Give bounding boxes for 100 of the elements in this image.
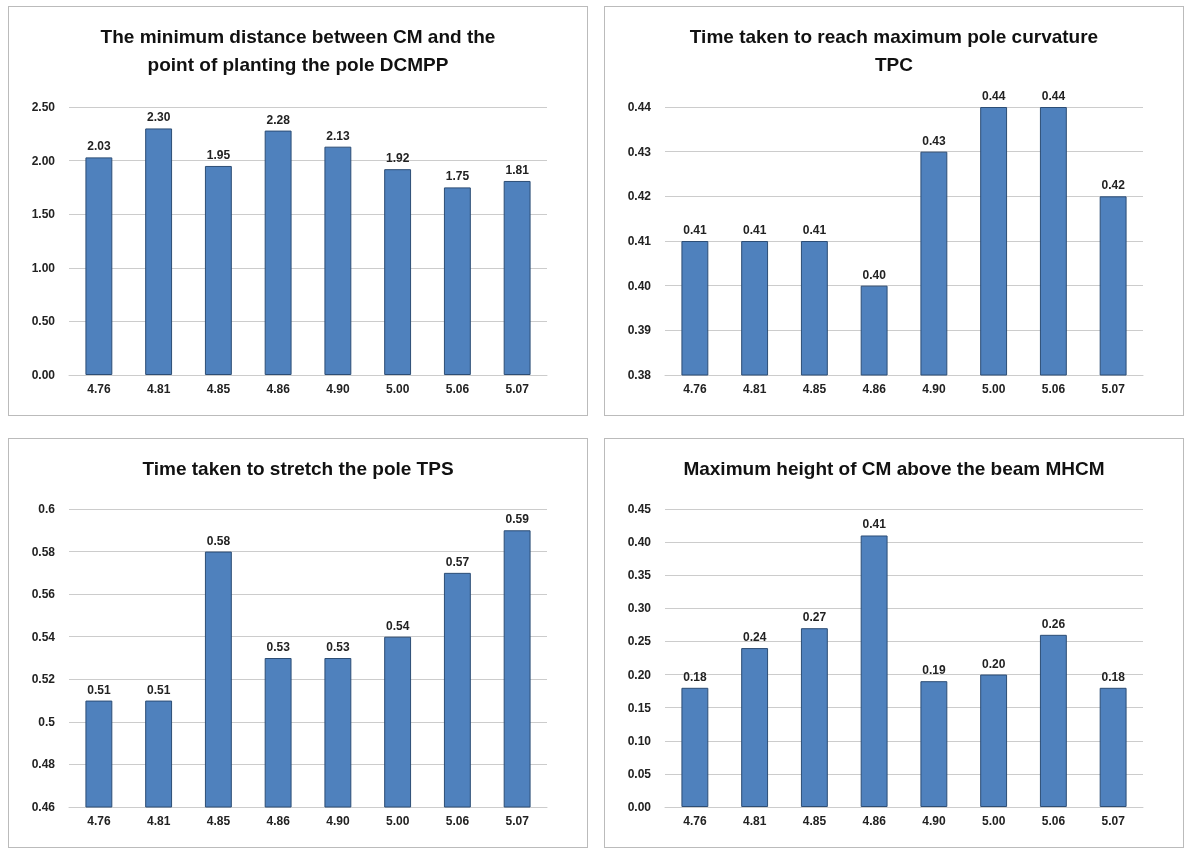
x-tick-label: 5.06 [1041, 382, 1066, 396]
bar [920, 681, 948, 807]
data-label: 0.20 [981, 656, 1006, 671]
data-label: 0.41 [683, 223, 707, 237]
bar [145, 128, 173, 375]
y-tick-label: 0.20 [627, 667, 652, 682]
x-tick-label: 4.81 [742, 814, 767, 828]
x-tick-label: 5.07 [1101, 382, 1126, 396]
data-label: 2.03 [87, 139, 111, 154]
y-tick-label: 2.50 [31, 100, 56, 114]
y-tick-label: 0.56 [31, 587, 56, 602]
data-label: 0.19 [922, 663, 946, 678]
data-label: 0.26 [1041, 616, 1066, 631]
y-tick-label: 0.50 [31, 314, 56, 329]
x-tick-label: 5.00 [385, 814, 410, 828]
data-label: 2.30 [146, 110, 171, 125]
y-tick-label: 0.44 [627, 100, 652, 114]
data-label: 0.51 [146, 682, 171, 697]
y-tick-label: 0.46 [31, 800, 56, 814]
bar [860, 535, 888, 807]
y-tick-label: 0.40 [627, 535, 652, 550]
data-label: 0.42 [1101, 178, 1126, 193]
x-tick-label: 4.86 [266, 814, 291, 828]
bar [1039, 634, 1067, 807]
bar [800, 628, 828, 807]
y-tick-label: 0.43 [627, 144, 652, 159]
y-tick-label: 0.41 [627, 234, 652, 248]
x-tick-label: 5.06 [445, 382, 470, 396]
data-label: 0.18 [1101, 669, 1126, 684]
x-tick-label: 4.81 [742, 382, 767, 396]
data-label: 0.27 [802, 610, 827, 625]
bar [503, 180, 531, 375]
chart-title: The minimum distance between CM and the point of planting the pole DCMPP [100, 25, 496, 75]
x-tick-label: 5.07 [505, 814, 530, 828]
x-tick-label: 4.85 [206, 382, 231, 396]
x-tick-label: 5.00 [981, 814, 1006, 828]
y-tick-label: 0.52 [31, 672, 56, 687]
y-tick-label: 0.25 [627, 634, 652, 649]
data-label: 2.13 [326, 128, 350, 143]
x-tick-label: 5.07 [1101, 814, 1126, 828]
y-tick-label: 1.50 [31, 207, 56, 222]
data-label: 2.28 [266, 112, 291, 127]
x-tick-label: 4.76 [87, 382, 111, 396]
y-tick-label: 0.00 [627, 800, 652, 814]
y-tick-label: 0.54 [31, 629, 56, 644]
x-tick-label: 4.81 [146, 814, 171, 828]
y-tick-label: 0.48 [31, 757, 56, 772]
y-tick-label: 0.5 [38, 714, 56, 729]
bar [85, 157, 113, 375]
x-tick-label: 4.76 [87, 814, 111, 828]
y-tick-label: 0.6 [38, 502, 56, 516]
data-label: 0.43 [922, 133, 946, 148]
bar [1099, 687, 1127, 807]
x-tick-label: 4.90 [326, 814, 350, 828]
bar [324, 146, 352, 375]
x-tick-label: 5.06 [445, 814, 470, 828]
data-label: 0.41 [862, 517, 887, 532]
data-label: 0.41 [802, 223, 827, 237]
x-tick-label: 4.90 [922, 382, 946, 396]
x-tick-label: 4.85 [206, 814, 231, 828]
data-label: 0.53 [266, 640, 291, 654]
x-tick-label: 4.85 [802, 382, 827, 396]
y-tick-label: 0.45 [627, 502, 652, 516]
chart-title: Maximum height of CM above the beam MHCM [683, 457, 1105, 479]
bar [681, 687, 709, 807]
x-tick-label: 4.76 [683, 814, 707, 828]
y-tick-label: 0.42 [627, 189, 652, 204]
y-tick-label: 0.35 [627, 568, 652, 583]
x-tick-label: 4.86 [862, 382, 887, 396]
y-tick-label: 0.15 [627, 700, 652, 715]
data-label: 0.40 [862, 267, 887, 282]
data-label: 1.95 [206, 147, 231, 162]
data-label: 0.44 [981, 89, 1006, 103]
data-label: 0.53 [326, 640, 350, 654]
chart-title: Time taken to stretch the pole TPS [142, 457, 454, 479]
data-label: 0.54 [385, 618, 410, 633]
data-label: 0.24 [742, 630, 767, 645]
data-label: 0.59 [505, 512, 530, 527]
y-tick-label: 0.05 [627, 766, 652, 781]
y-tick-label: 1.00 [31, 260, 56, 275]
data-label: 0.44 [1041, 89, 1066, 103]
bar [264, 130, 292, 375]
x-tick-label: 4.81 [146, 382, 171, 396]
bar [741, 648, 769, 807]
y-tick-label: 0.39 [627, 323, 652, 338]
bar [980, 674, 1008, 807]
data-label: 1.92 [385, 151, 410, 166]
y-tick-label: 0.30 [627, 601, 652, 616]
chart-title: Time taken to reach maximum pole curvature TPC [689, 25, 1099, 75]
x-tick-label: 5.06 [1041, 814, 1066, 828]
y-tick-label: 0.10 [627, 733, 652, 748]
data-label: 1.81 [505, 162, 530, 177]
y-tick-label: 0.40 [627, 278, 652, 293]
data-label: 0.18 [683, 669, 707, 684]
x-tick-label: 4.86 [862, 814, 887, 828]
x-tick-label: 4.85 [802, 814, 827, 828]
bar [204, 165, 232, 375]
x-tick-label: 5.07 [505, 382, 530, 396]
bar [443, 187, 471, 375]
data-label: 0.41 [742, 223, 767, 237]
